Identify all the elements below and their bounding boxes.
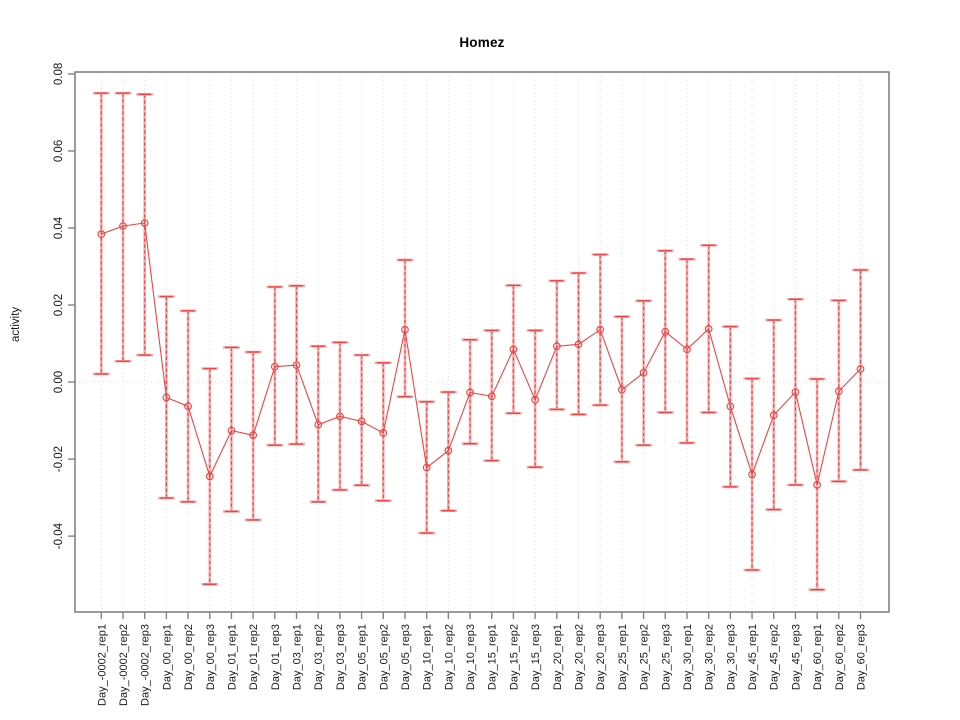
x-tick-label: Day_15_rep2 bbox=[508, 624, 520, 690]
x-tick-label: Day_00_rep3 bbox=[205, 624, 217, 690]
x-tick-label: Day_-0002_rep1 bbox=[96, 624, 108, 706]
data-point bbox=[379, 429, 388, 437]
data-point bbox=[466, 388, 474, 397]
x-tick-label: Day_60_rep2 bbox=[834, 624, 846, 690]
data-point bbox=[791, 388, 800, 396]
data-point bbox=[683, 345, 691, 354]
data-point bbox=[813, 481, 821, 489]
data-point bbox=[270, 362, 279, 371]
x-tick-label: Day_45_rep1 bbox=[747, 624, 759, 690]
data-point bbox=[140, 219, 149, 227]
x-tick-label: Day_30_rep2 bbox=[704, 624, 716, 690]
x-tick-label: Day_01_rep2 bbox=[248, 624, 260, 690]
x-tick-label: Day_-0002_rep3 bbox=[140, 624, 152, 706]
data-point bbox=[97, 230, 106, 239]
x-tick-label: Day_05_rep2 bbox=[378, 624, 390, 690]
data-point bbox=[336, 412, 344, 421]
data-point bbox=[292, 361, 301, 369]
x-tick-label: Day_05_rep1 bbox=[357, 624, 369, 690]
x-tick-label: Day_20_rep2 bbox=[574, 624, 586, 690]
data-point bbox=[661, 327, 670, 336]
x-tick-label: Day_25_rep2 bbox=[639, 624, 651, 690]
y-tick-label: 0.02 bbox=[53, 294, 65, 316]
data-point bbox=[856, 365, 865, 373]
data-point bbox=[618, 385, 626, 394]
x-tick-label: Day_45_rep3 bbox=[790, 624, 802, 690]
data-point bbox=[249, 431, 258, 440]
y-tick-label: 0.06 bbox=[53, 140, 65, 162]
data-point bbox=[184, 402, 192, 411]
x-tick-label: Day_03_rep2 bbox=[313, 624, 325, 690]
y-tick-label: -0.04 bbox=[53, 522, 65, 549]
data-point bbox=[487, 392, 496, 401]
data-point bbox=[119, 222, 127, 230]
data-point bbox=[162, 393, 171, 402]
x-tick-label: Day_60_rep3 bbox=[856, 624, 868, 690]
data-point bbox=[639, 368, 648, 377]
data-point bbox=[596, 325, 605, 334]
data-point bbox=[704, 325, 713, 333]
chart-title: Homez bbox=[459, 35, 505, 50]
x-tick-label: Day_15_rep1 bbox=[487, 624, 499, 690]
y-tick-label: 0.00 bbox=[53, 371, 65, 393]
x-tick-label: Day_15_rep3 bbox=[530, 624, 542, 690]
x-tick-label: Day_10_rep2 bbox=[443, 624, 455, 690]
x-tick-label: Day_10_rep3 bbox=[465, 624, 477, 690]
x-tick-label: Day_03_rep3 bbox=[335, 624, 347, 690]
data-point bbox=[748, 470, 756, 479]
x-tick-label: Day_25_rep3 bbox=[660, 624, 672, 690]
data-point bbox=[509, 345, 518, 354]
x-tick-label: Day_25_rep1 bbox=[617, 624, 629, 690]
data-point bbox=[552, 342, 561, 351]
y-tick-label: 0.08 bbox=[53, 63, 65, 85]
data-point bbox=[401, 325, 409, 334]
x-tick-label: Day_20_rep3 bbox=[595, 624, 607, 690]
x-tick-label: Day_00_rep2 bbox=[183, 624, 195, 690]
x-tick-label: Day_45_rep2 bbox=[769, 624, 781, 690]
data-point bbox=[574, 340, 583, 349]
data-point bbox=[314, 420, 323, 429]
axis-box bbox=[74, 71, 890, 613]
x-tick-label: Day_05_rep3 bbox=[400, 624, 412, 690]
data-point bbox=[205, 472, 214, 481]
x-tick-label: Day_60_rep1 bbox=[812, 624, 824, 690]
series-line bbox=[101, 222, 861, 486]
data-point bbox=[444, 446, 453, 455]
x-tick-label: Day_01_rep3 bbox=[270, 624, 282, 690]
x-tick-label: Day_01_rep1 bbox=[226, 624, 238, 690]
y-tick-label: -0.02 bbox=[53, 446, 65, 472]
x-tick-label: Day_30_rep1 bbox=[682, 624, 694, 690]
x-tick-label: Day_20_rep1 bbox=[552, 624, 564, 690]
y-tick-label: 0.04 bbox=[53, 216, 65, 239]
x-tick-label: Day_10_rep1 bbox=[422, 624, 434, 690]
data-point bbox=[834, 387, 843, 396]
x-tick-label: Day_00_rep1 bbox=[161, 624, 173, 690]
x-tick-label: Day_30_rep3 bbox=[725, 624, 737, 690]
data-point bbox=[531, 395, 540, 404]
data-point bbox=[769, 411, 778, 420]
x-tick-label: Day_-0002_rep2 bbox=[118, 624, 130, 706]
data-point bbox=[357, 417, 366, 426]
data-point bbox=[227, 426, 236, 435]
data-point bbox=[422, 463, 431, 472]
data-point bbox=[726, 402, 735, 411]
x-tick-label: Day_03_rep1 bbox=[292, 624, 304, 690]
